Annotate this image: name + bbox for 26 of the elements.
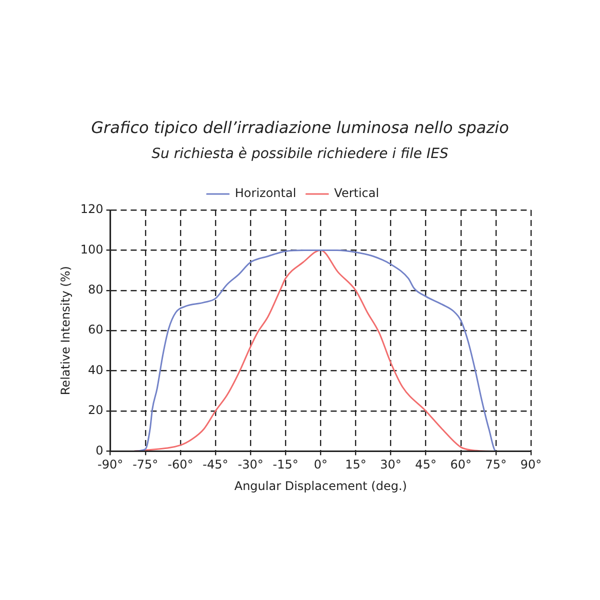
x-tick-label: 15° xyxy=(345,458,366,472)
x-tick-label: -15° xyxy=(272,458,298,472)
y-tick-label: 40 xyxy=(88,362,104,377)
x-tick-label: 30° xyxy=(380,458,402,472)
x-tick-label: -90° xyxy=(98,458,124,472)
y-tick-label: 120 xyxy=(80,202,104,216)
x-tick-label: -60° xyxy=(168,458,194,472)
x-tick-label: -75° xyxy=(132,458,158,472)
x-tick-label: 60° xyxy=(450,458,472,472)
y-tick-label: 100 xyxy=(80,242,104,256)
y-tick-label: 0 xyxy=(96,443,104,458)
y-tick-label: 80 xyxy=(88,282,104,297)
chart-title: Grafico tipico dell’irradiazione luminosa nello spazio xyxy=(90,118,510,137)
x-tick-label: -30° xyxy=(238,458,264,472)
y-tick-label: 20 xyxy=(88,403,104,418)
x-axis-title: Angular Displacement (deg.) xyxy=(234,478,407,493)
chart-subtitle: Su richiesta è possibile richiedere i file IES xyxy=(150,146,450,162)
legend-label: Horizontal xyxy=(234,186,296,200)
x-tick-label: 45° xyxy=(415,458,436,472)
x-tick-label: 0° xyxy=(314,458,328,472)
x-tick-label: 90° xyxy=(520,458,542,472)
legend-label: Vertical xyxy=(334,186,380,200)
x-tick-label: -45° xyxy=(202,458,228,472)
y-tick-label: 60 xyxy=(88,322,104,337)
y-axis-title: Relative Intensity (%) xyxy=(58,266,72,396)
x-tick-label: 75° xyxy=(485,458,507,472)
